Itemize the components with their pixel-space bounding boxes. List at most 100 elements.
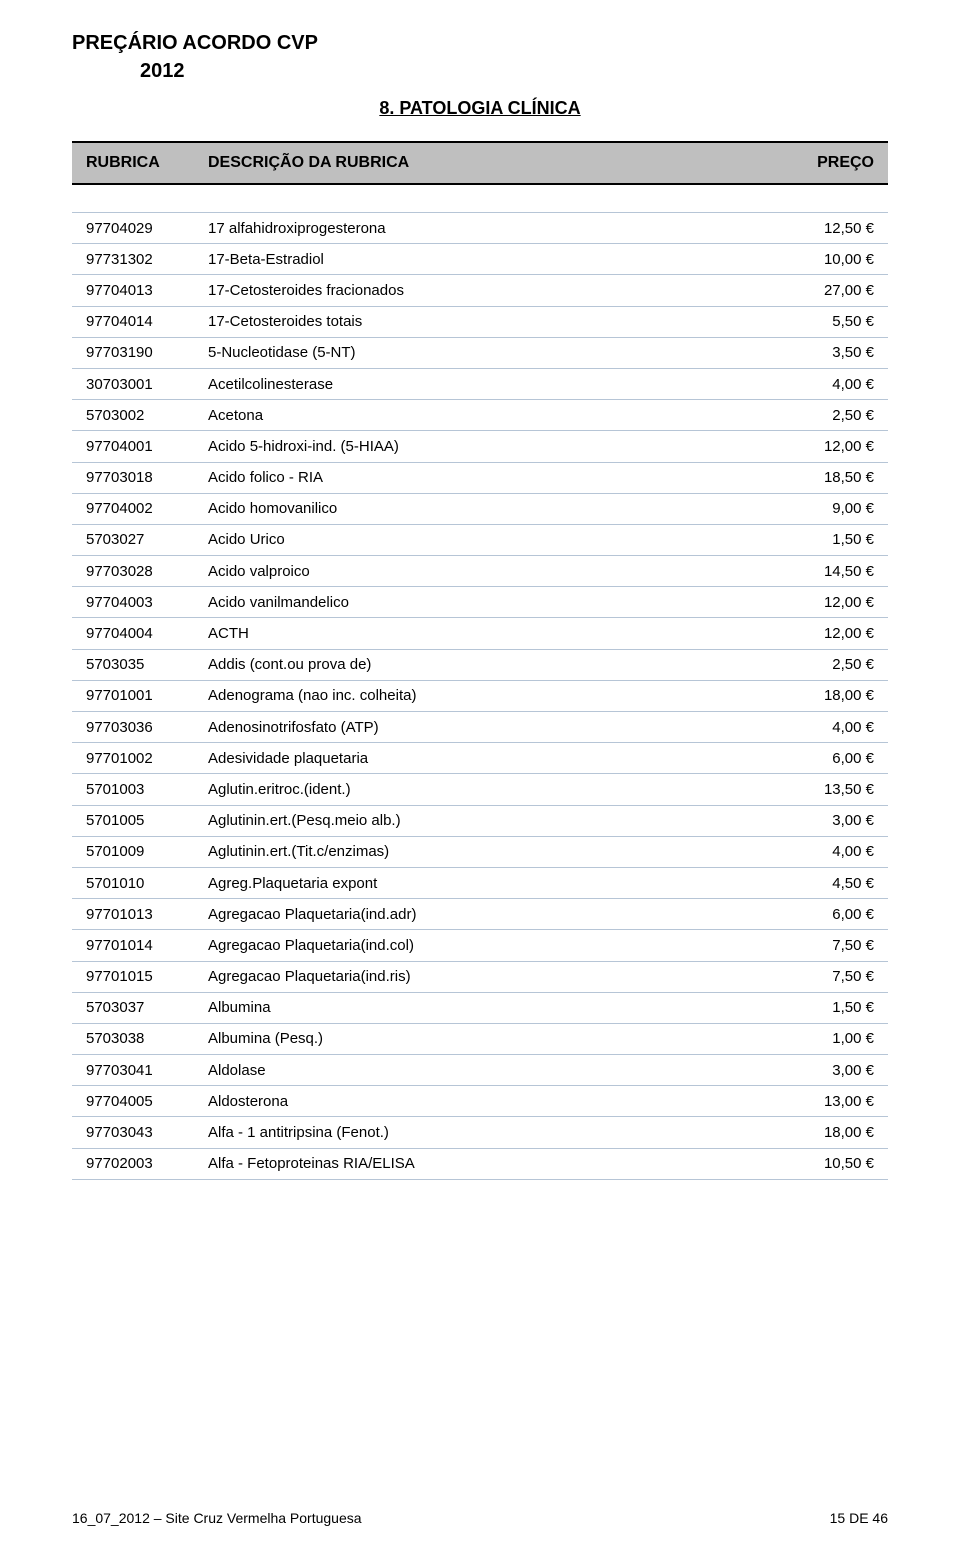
cell-code: 97704005 bbox=[72, 1093, 202, 1110]
footer-left: 16_07_2012 – Site Cruz Vermelha Portugue… bbox=[72, 1510, 362, 1526]
cell-price: 2,50 € bbox=[768, 656, 888, 673]
cell-desc: Acido Urico bbox=[202, 531, 768, 548]
cell-code: 5701003 bbox=[72, 781, 202, 798]
cell-desc: 17-Beta-Estradiol bbox=[202, 251, 768, 268]
cell-desc: Aldosterona bbox=[202, 1093, 768, 1110]
table-row: 5701003Aglutin.eritroc.(ident.)13,50 € bbox=[72, 774, 888, 805]
cell-desc: Acido vanilmandelico bbox=[202, 594, 768, 611]
cell-desc: Alfa - 1 antitripsina (Fenot.) bbox=[202, 1124, 768, 1141]
cell-price: 27,00 € bbox=[768, 282, 888, 299]
cell-price: 5,50 € bbox=[768, 313, 888, 330]
cell-price: 14,50 € bbox=[768, 563, 888, 580]
cell-price: 7,50 € bbox=[768, 937, 888, 954]
cell-price: 13,00 € bbox=[768, 1093, 888, 1110]
cell-price: 6,00 € bbox=[768, 906, 888, 923]
cell-code: 97701014 bbox=[72, 937, 202, 954]
cell-desc: Adenosinotrifosfato (ATP) bbox=[202, 719, 768, 736]
cell-code: 97704029 bbox=[72, 220, 202, 237]
cell-price: 3,00 € bbox=[768, 812, 888, 829]
cell-desc: Aglutinin.ert.(Pesq.meio alb.) bbox=[202, 812, 768, 829]
table-row: 30703001Acetilcolinesterase4,00 € bbox=[72, 369, 888, 400]
table-row: 97703041Aldolase3,00 € bbox=[72, 1055, 888, 1086]
table-row: 5703002Acetona2,50 € bbox=[72, 400, 888, 431]
table-row: 5703038Albumina (Pesq.)1,00 € bbox=[72, 1024, 888, 1055]
table-row: 97704002Acido homovanilico9,00 € bbox=[72, 494, 888, 525]
table-row: 97704005Aldosterona13,00 € bbox=[72, 1086, 888, 1117]
header-spacer bbox=[72, 185, 888, 213]
cell-code: 97704014 bbox=[72, 313, 202, 330]
cell-code: 97703018 bbox=[72, 469, 202, 486]
cell-price: 4,00 € bbox=[768, 843, 888, 860]
cell-price: 10,50 € bbox=[768, 1155, 888, 1172]
footer: 16_07_2012 – Site Cruz Vermelha Portugue… bbox=[72, 1510, 888, 1526]
cell-desc: Agregacao Plaquetaria(ind.col) bbox=[202, 937, 768, 954]
cell-code: 5703035 bbox=[72, 656, 202, 673]
cell-price: 3,50 € bbox=[768, 344, 888, 361]
header-rubrica: RUBRICA bbox=[72, 154, 202, 172]
cell-desc: Acido folico - RIA bbox=[202, 469, 768, 486]
cell-price: 2,50 € bbox=[768, 407, 888, 424]
header-descricao: DESCRIÇÃO DA RUBRICA bbox=[202, 154, 768, 172]
cell-price: 18,00 € bbox=[768, 1124, 888, 1141]
cell-code: 97704004 bbox=[72, 625, 202, 642]
table-row: 97702003Alfa - Fetoproteinas RIA/ELISA10… bbox=[72, 1149, 888, 1180]
cell-price: 9,00 € bbox=[768, 500, 888, 517]
cell-price: 12,00 € bbox=[768, 625, 888, 642]
table-body: 9770402917 alfahidroxiprogesterona12,50 … bbox=[72, 213, 888, 1180]
cell-desc: Agregacao Plaquetaria(ind.ris) bbox=[202, 968, 768, 985]
table-row: 97701015Agregacao Plaquetaria(ind.ris)7,… bbox=[72, 962, 888, 993]
cell-desc: Aglutin.eritroc.(ident.) bbox=[202, 781, 768, 798]
table-row: 5703027Acido Urico1,50 € bbox=[72, 525, 888, 556]
table-row: 5701009Aglutinin.ert.(Tit.c/enzimas)4,00… bbox=[72, 837, 888, 868]
cell-code: 97703036 bbox=[72, 719, 202, 736]
cell-price: 12,00 € bbox=[768, 438, 888, 455]
cell-price: 13,50 € bbox=[768, 781, 888, 798]
cell-price: 7,50 € bbox=[768, 968, 888, 985]
cell-code: 5703002 bbox=[72, 407, 202, 424]
doc-year: 2012 bbox=[140, 58, 888, 84]
table-row: 5701010Agreg.Plaquetaria expont4,50 € bbox=[72, 868, 888, 899]
cell-price: 1,50 € bbox=[768, 531, 888, 548]
cell-desc: 17-Cetosteroides fracionados bbox=[202, 282, 768, 299]
cell-code: 97704013 bbox=[72, 282, 202, 299]
cell-code: 97704001 bbox=[72, 438, 202, 455]
cell-desc: Acetilcolinesterase bbox=[202, 376, 768, 393]
cell-desc: Addis (cont.ou prova de) bbox=[202, 656, 768, 673]
cell-code: 5703037 bbox=[72, 999, 202, 1016]
cell-desc: ACTH bbox=[202, 625, 768, 642]
cell-code: 97704002 bbox=[72, 500, 202, 517]
cell-price: 6,00 € bbox=[768, 750, 888, 767]
cell-code: 5703038 bbox=[72, 1030, 202, 1047]
table-row: 97703018Acido folico - RIA18,50 € bbox=[72, 463, 888, 494]
table-row: 977031905-Nucleotidase (5-NT)3,50 € bbox=[72, 338, 888, 369]
cell-code: 97703043 bbox=[72, 1124, 202, 1141]
doc-title: PREÇÁRIO ACORDO CVP bbox=[72, 30, 888, 56]
cell-price: 1,50 € bbox=[768, 999, 888, 1016]
header-preco: PREÇO bbox=[768, 154, 888, 172]
cell-price: 10,00 € bbox=[768, 251, 888, 268]
cell-price: 3,00 € bbox=[768, 1062, 888, 1079]
cell-price: 4,50 € bbox=[768, 875, 888, 892]
cell-price: 4,00 € bbox=[768, 376, 888, 393]
table-row: 97703028Acido valproico14,50 € bbox=[72, 556, 888, 587]
cell-code: 97703190 bbox=[72, 344, 202, 361]
cell-code: 97703028 bbox=[72, 563, 202, 580]
cell-price: 12,50 € bbox=[768, 220, 888, 237]
table-row: 5703037Albumina1,50 € bbox=[72, 993, 888, 1024]
cell-desc: Agregacao Plaquetaria(ind.adr) bbox=[202, 906, 768, 923]
cell-desc: Albumina bbox=[202, 999, 768, 1016]
cell-code: 97701001 bbox=[72, 687, 202, 704]
cell-code: 5703027 bbox=[72, 531, 202, 548]
cell-desc: Acido valproico bbox=[202, 563, 768, 580]
cell-price: 12,00 € bbox=[768, 594, 888, 611]
cell-code: 97702003 bbox=[72, 1155, 202, 1172]
cell-desc: Adenograma (nao inc. colheita) bbox=[202, 687, 768, 704]
cell-desc: Adesividade plaquetaria bbox=[202, 750, 768, 767]
table-row: 9770401417-Cetosteroides totais5,50 € bbox=[72, 307, 888, 338]
cell-price: 18,00 € bbox=[768, 687, 888, 704]
cell-price: 4,00 € bbox=[768, 719, 888, 736]
table-row: 97701014Agregacao Plaquetaria(ind.col)7,… bbox=[72, 930, 888, 961]
footer-right: 15 DE 46 bbox=[830, 1510, 888, 1526]
cell-code: 97701013 bbox=[72, 906, 202, 923]
table-row: 5701005Aglutinin.ert.(Pesq.meio alb.)3,0… bbox=[72, 806, 888, 837]
